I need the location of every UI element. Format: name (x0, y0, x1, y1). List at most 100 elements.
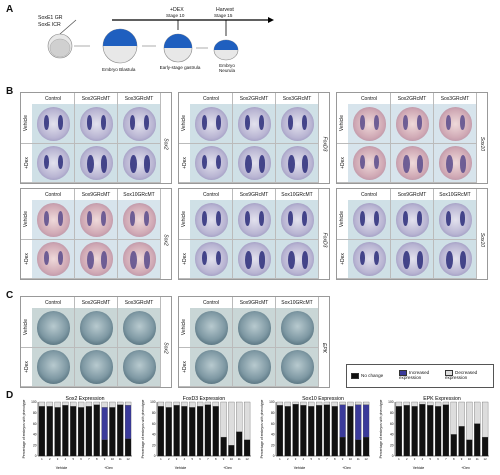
row-label-vehicle: Vehicle (337, 200, 348, 240)
expression-stripe (287, 211, 294, 226)
bar-segment (362, 404, 370, 438)
x-tick-label: 8 (453, 457, 455, 461)
expression-stripe (402, 211, 409, 226)
bar-segment (411, 406, 418, 457)
y-tick-label: 60 (390, 422, 394, 426)
row-label-text: Vehicle (23, 115, 30, 132)
embryo-image (434, 239, 477, 279)
expression-stripe (215, 250, 221, 265)
expression-stripe (143, 115, 149, 130)
bar-segment (93, 404, 100, 457)
bar-segment (442, 404, 450, 457)
embryo-image (233, 143, 276, 183)
expression-stripe (359, 211, 366, 226)
embryo-image (32, 104, 75, 144)
x-tick-label: 12 (127, 457, 131, 461)
x-group-label: +Dex (461, 466, 470, 470)
x-tick-label: 5 (310, 457, 312, 461)
embryo (36, 146, 71, 181)
row-label-dex: +Dex (179, 240, 190, 279)
embryo (36, 202, 71, 237)
embryo-image (391, 143, 434, 183)
embryo-image (348, 104, 391, 144)
y-tick-label: 80 (390, 411, 394, 415)
image-grid-b-4: Control Sox9GRcMT Sox10GRcMT Vehicle +Dex Fox… (178, 188, 330, 280)
column-header: Sox9GRcMT (233, 297, 276, 308)
bar-segment (124, 401, 132, 406)
bar-chart: EPK Expression Percentage of embryos with… (379, 396, 489, 470)
expression-stripe (258, 154, 266, 173)
row-label-dex: +Dex (21, 240, 32, 279)
column-header: Sox9GRcMT (233, 189, 276, 200)
bar-segment (189, 401, 196, 408)
y-tick-label: 40 (271, 433, 275, 437)
x-tick-label: 3 (295, 457, 297, 461)
embryo (79, 242, 114, 277)
expression-stripe (287, 250, 295, 269)
x-tick-label: 5 (429, 457, 431, 461)
column-header: Sox9GRcMT (391, 189, 434, 200)
column-header: Sox9GRcMT (75, 189, 118, 200)
image-grid-b-5: Control Sox9GRcMT Sox10GRcMT Vehicle +Dex Sox… (336, 188, 488, 280)
row-label-dex: +Dex (21, 144, 32, 183)
legend: No change Increased expression Decreased… (346, 364, 494, 388)
column-header: Sox3GRcMT (118, 93, 161, 104)
bar-segment (70, 406, 77, 457)
expression-stripe (215, 211, 221, 226)
y-tick-label: 100 (388, 400, 394, 404)
column-header: Sox3GRcMT (434, 93, 477, 104)
y-tick-label: 20 (152, 443, 156, 447)
column-header: Control (190, 297, 233, 308)
bar-segment (54, 401, 61, 408)
embryo (122, 146, 157, 181)
y-tick-label: 0 (392, 454, 394, 458)
row-label-vehicle: Vehicle (21, 308, 32, 348)
x-tick-label: 6 (318, 457, 320, 461)
embryo-image (348, 143, 391, 183)
expression-stripe (100, 211, 106, 226)
embryo-image (32, 200, 75, 240)
expression-stripe (143, 154, 151, 173)
image-grid-b-0: Control Sox2GRcMT Sox3GRcMT Vehicle +Dex Sox2 (20, 92, 172, 184)
bar-segment (85, 401, 93, 407)
embryo (79, 106, 114, 141)
bar-segment (228, 401, 235, 446)
bar-segment (450, 434, 457, 457)
x-tick-label: 10 (468, 457, 472, 461)
bar-segment (292, 401, 299, 405)
bar-segment (117, 401, 124, 405)
embryo-image (348, 239, 391, 279)
bar-segment (157, 406, 165, 457)
expression-stripe (359, 115, 366, 130)
x-tick-label: 2 (49, 457, 51, 461)
gene-label-text: EPK (321, 342, 328, 353)
embryo-image (190, 104, 233, 144)
expression-stripe (359, 250, 366, 265)
embryo (36, 106, 71, 141)
bar-segment (395, 401, 403, 407)
injection-label-2: SoxE ICR (38, 22, 61, 28)
expression-stripe (201, 115, 208, 130)
row-label-text: +Dex (181, 156, 188, 169)
embryo (79, 310, 114, 345)
bar-segment (204, 404, 212, 457)
bar-segment (157, 401, 165, 407)
y-tick-label: 20 (271, 443, 275, 447)
x-tick-label: 2 (168, 457, 170, 461)
bar-segment (109, 401, 116, 408)
image-grid-b-2: Control Sox2GRcMT Sox3GRcMT Vehicle +Dex Sox1… (336, 92, 488, 184)
bar-segment (181, 401, 188, 407)
expression-stripe (129, 250, 137, 269)
bar-segment (243, 439, 251, 457)
bar-segment (189, 407, 196, 457)
image-grid-c-0: Control Sox2GRcMT Sox3GRcMT Vehicle +Dex Sox2 (20, 296, 172, 388)
row-label-text: Vehicle (339, 211, 346, 228)
x-tick-label: 12 (365, 457, 369, 461)
expression-stripe (402, 250, 410, 269)
embryo (438, 202, 473, 237)
embryo-image (233, 347, 276, 387)
expression-stripe (100, 154, 108, 173)
x-tick-label: 5 (72, 457, 74, 461)
y-tick-label: 0 (35, 454, 37, 458)
embryo-image (391, 200, 434, 240)
